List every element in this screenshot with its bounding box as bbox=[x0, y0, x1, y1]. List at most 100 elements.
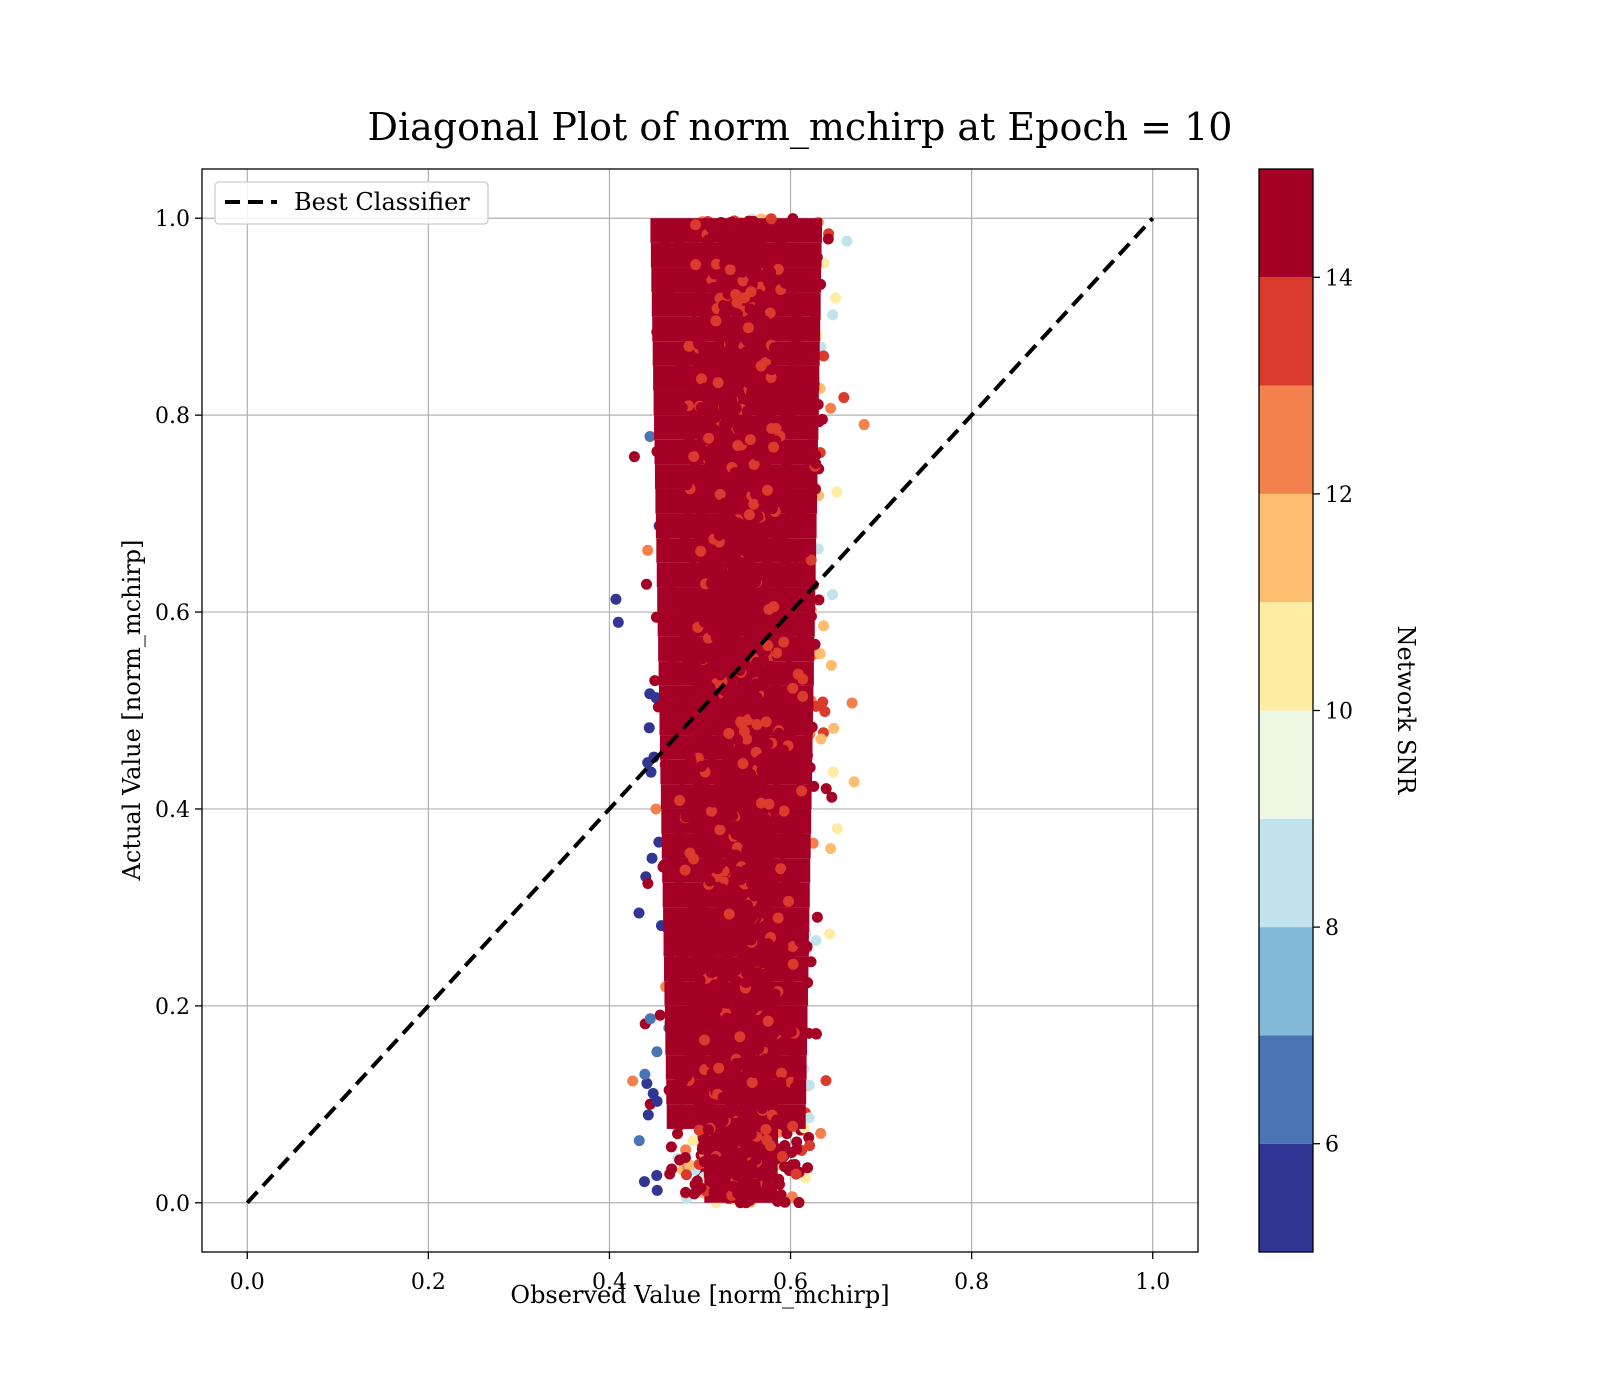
x-tick-label: 0.6 bbox=[773, 1270, 808, 1295]
scatter-point bbox=[745, 877, 757, 889]
scatter-point bbox=[737, 363, 749, 375]
scatter-point bbox=[665, 1141, 677, 1153]
scatter-point bbox=[729, 1102, 741, 1114]
scatter-point bbox=[715, 461, 727, 473]
scatter-point bbox=[810, 1028, 822, 1040]
colorbar-bin bbox=[1259, 493, 1313, 603]
scatter-point bbox=[827, 766, 839, 778]
scatter-point bbox=[831, 822, 843, 834]
scatter-point bbox=[726, 555, 738, 567]
scatter-point bbox=[705, 517, 717, 529]
scatter-point bbox=[697, 653, 709, 665]
scatter-point bbox=[808, 780, 820, 792]
scatter-point bbox=[672, 697, 684, 709]
scatter-point bbox=[771, 782, 783, 794]
scatter-point bbox=[714, 791, 726, 803]
x-tick-label: 0.8 bbox=[954, 1270, 989, 1295]
scatter-point bbox=[793, 766, 805, 778]
scatter-point bbox=[762, 464, 774, 476]
scatter-point bbox=[777, 487, 789, 499]
scatter-point bbox=[783, 572, 795, 584]
scatter-point bbox=[784, 626, 796, 638]
scatter-point bbox=[743, 1108, 755, 1120]
scatter-point bbox=[740, 346, 752, 358]
scatter-point bbox=[642, 1109, 654, 1121]
scatter-point bbox=[763, 798, 775, 810]
scatter-point bbox=[758, 731, 770, 743]
scatter-point bbox=[685, 691, 697, 703]
scatter-point bbox=[689, 731, 701, 743]
scatter-point bbox=[815, 1127, 827, 1139]
scatter-point bbox=[768, 441, 780, 453]
scatter-point bbox=[697, 674, 709, 686]
scatter-point bbox=[775, 863, 787, 875]
scatter-point bbox=[781, 820, 793, 832]
scatter-point bbox=[763, 407, 775, 419]
scatter-point bbox=[743, 590, 755, 602]
scatter-point bbox=[680, 670, 692, 682]
scatter-point bbox=[713, 220, 725, 232]
colorbar-bin bbox=[1259, 277, 1313, 386]
scatter-point bbox=[802, 977, 814, 989]
scatter-point bbox=[766, 364, 778, 376]
scatter-point bbox=[730, 820, 742, 832]
scatter-point bbox=[667, 974, 679, 986]
scatter-point bbox=[773, 727, 785, 739]
scatter-point bbox=[652, 701, 664, 713]
scatter-point bbox=[717, 1092, 729, 1104]
scatter-point bbox=[800, 500, 812, 512]
scatter-point bbox=[824, 928, 836, 940]
scatter-point bbox=[694, 1080, 706, 1092]
scatter-point bbox=[777, 940, 789, 952]
scatter-point bbox=[704, 875, 716, 887]
scatter-point bbox=[751, 691, 763, 703]
scatter-point bbox=[704, 458, 716, 470]
scatter-point bbox=[725, 604, 737, 616]
scatter-point bbox=[764, 318, 776, 330]
scatter-point bbox=[756, 977, 768, 989]
scatter-point bbox=[744, 434, 756, 446]
scatter-point bbox=[715, 330, 727, 342]
scatter-point bbox=[736, 354, 748, 366]
scatter-point bbox=[783, 895, 795, 907]
scatter-point bbox=[627, 1075, 639, 1087]
scatter-point bbox=[691, 814, 703, 826]
scatter-point bbox=[767, 960, 779, 972]
scatter-point bbox=[758, 496, 770, 508]
scatter-point bbox=[737, 275, 749, 287]
scatter-point bbox=[688, 450, 700, 462]
scatter-point bbox=[796, 745, 808, 757]
scatter-point bbox=[760, 908, 772, 920]
scatter-point bbox=[805, 610, 817, 622]
best-classifier-line bbox=[245, 216, 1155, 1205]
scatter-point bbox=[756, 757, 768, 769]
scatter-point bbox=[641, 1077, 653, 1089]
scatter-point bbox=[612, 616, 624, 628]
scatter-point bbox=[778, 636, 790, 648]
scatter-point bbox=[722, 965, 734, 977]
scatter-point bbox=[675, 948, 687, 960]
scatter-point bbox=[696, 760, 708, 772]
scatter-point bbox=[788, 405, 800, 417]
scatter-point bbox=[743, 509, 755, 521]
scatter-point bbox=[790, 1168, 802, 1180]
scatter-point bbox=[858, 419, 870, 431]
scatter-point bbox=[659, 759, 671, 771]
scatter-point bbox=[701, 1095, 713, 1107]
scatter-point bbox=[684, 432, 696, 444]
scatter-point bbox=[722, 766, 734, 778]
scatter-point bbox=[820, 1075, 832, 1087]
scatter-point bbox=[756, 968, 768, 980]
scatter-point bbox=[747, 416, 759, 428]
scatter-point bbox=[741, 405, 753, 417]
scatter-point bbox=[771, 768, 783, 780]
scatter-point bbox=[735, 617, 747, 629]
scatter-point bbox=[676, 545, 688, 557]
scatter-point bbox=[673, 370, 685, 382]
scatter-point bbox=[644, 688, 656, 700]
scatter-point bbox=[690, 219, 702, 231]
scatter-point bbox=[691, 364, 703, 376]
scatter-point bbox=[628, 451, 640, 463]
scatter-point bbox=[761, 254, 773, 266]
